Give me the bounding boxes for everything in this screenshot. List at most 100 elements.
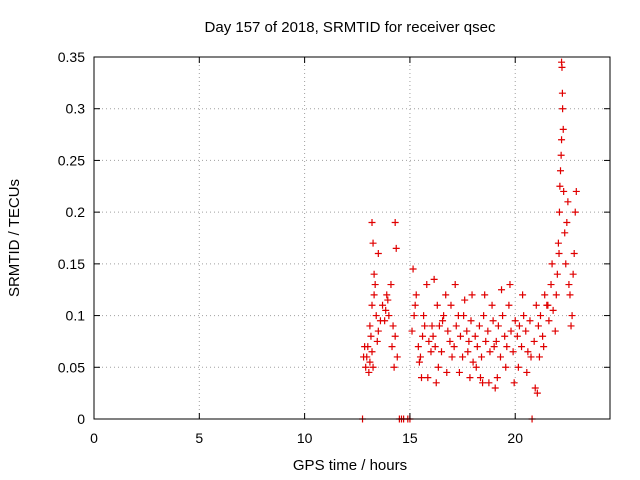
data-point bbox=[450, 343, 458, 351]
data-point bbox=[549, 306, 557, 314]
data-point bbox=[492, 337, 500, 345]
data-point bbox=[423, 281, 431, 289]
data-point bbox=[447, 301, 455, 309]
data-point bbox=[530, 337, 538, 345]
data-point bbox=[471, 332, 479, 340]
data-point bbox=[569, 270, 577, 278]
data-point bbox=[493, 374, 501, 382]
data-point bbox=[433, 301, 441, 309]
data-point bbox=[388, 343, 396, 351]
data-point bbox=[382, 306, 390, 314]
y-tick-label: 0.35 bbox=[58, 49, 85, 65]
data-point bbox=[420, 312, 428, 320]
data-point bbox=[424, 374, 432, 382]
data-point bbox=[531, 384, 539, 392]
data-point bbox=[419, 332, 427, 340]
data-point bbox=[385, 312, 393, 320]
data-point bbox=[494, 322, 502, 330]
data-point bbox=[439, 317, 447, 325]
data-point bbox=[473, 343, 481, 351]
x-tick-label: 20 bbox=[507, 430, 523, 446]
data-point bbox=[556, 182, 564, 190]
data-point bbox=[444, 327, 452, 335]
data-point bbox=[502, 363, 510, 371]
data-point bbox=[370, 291, 378, 299]
data-point bbox=[468, 291, 476, 299]
data-point bbox=[553, 270, 561, 278]
data-point bbox=[410, 312, 418, 320]
data-point bbox=[463, 327, 471, 335]
y-tick-label: 0.2 bbox=[66, 204, 86, 220]
data-point bbox=[475, 322, 483, 330]
data-point bbox=[408, 327, 416, 335]
data-point bbox=[373, 337, 381, 345]
data-point bbox=[387, 281, 395, 289]
data-point bbox=[541, 291, 549, 299]
data-point bbox=[486, 348, 494, 356]
chart-title: Day 157 of 2018, SRMTID for receiver qse… bbox=[205, 19, 496, 36]
data-point bbox=[514, 363, 522, 371]
plot-frame bbox=[93, 56, 611, 420]
data-point bbox=[509, 348, 517, 356]
data-point bbox=[428, 322, 436, 330]
data-point bbox=[496, 353, 504, 361]
data-point bbox=[476, 374, 484, 382]
data-point bbox=[366, 358, 374, 366]
data-point bbox=[431, 343, 439, 351]
data-point bbox=[568, 312, 576, 320]
data-point bbox=[466, 374, 474, 382]
data-point bbox=[482, 337, 490, 345]
data-point bbox=[472, 363, 480, 371]
data-point bbox=[564, 198, 572, 206]
data-point bbox=[374, 250, 382, 258]
data-point bbox=[488, 301, 496, 309]
x-tick-label: 5 bbox=[195, 430, 203, 446]
data-point bbox=[440, 312, 448, 320]
data-point bbox=[510, 379, 518, 387]
data-point bbox=[534, 322, 542, 330]
y-tick-label: 0.15 bbox=[58, 256, 85, 272]
data-point bbox=[480, 312, 488, 320]
grid-lines bbox=[94, 57, 610, 419]
data-point bbox=[368, 301, 376, 309]
data-point bbox=[442, 291, 450, 299]
data-point bbox=[448, 353, 456, 361]
data-point bbox=[372, 312, 380, 320]
x-tick-label: 15 bbox=[402, 430, 418, 446]
data-point bbox=[371, 281, 379, 289]
data-point bbox=[446, 337, 454, 345]
data-point bbox=[429, 332, 437, 340]
data-point bbox=[481, 291, 489, 299]
data-point bbox=[544, 301, 552, 309]
data-point bbox=[421, 322, 429, 330]
data-point bbox=[418, 374, 426, 382]
data-point bbox=[557, 167, 565, 175]
data-point bbox=[464, 348, 472, 356]
data-point bbox=[558, 63, 566, 71]
data-point bbox=[545, 317, 553, 325]
data-point bbox=[409, 265, 417, 273]
data-point bbox=[520, 312, 528, 320]
data-point bbox=[491, 384, 499, 392]
data-point bbox=[558, 136, 566, 144]
data-point bbox=[430, 275, 438, 283]
y-tick-label: 0.05 bbox=[58, 359, 85, 375]
data-points bbox=[359, 58, 580, 423]
data-point bbox=[558, 89, 566, 97]
y-tick-label: 0 bbox=[77, 411, 85, 427]
data-point bbox=[489, 317, 497, 325]
data-point bbox=[536, 312, 544, 320]
data-point bbox=[389, 322, 397, 330]
data-point bbox=[505, 301, 513, 309]
data-point bbox=[366, 322, 374, 330]
data-point bbox=[412, 291, 420, 299]
data-point bbox=[452, 322, 460, 330]
data-point bbox=[456, 332, 464, 340]
data-point bbox=[369, 363, 377, 371]
data-point bbox=[555, 208, 563, 216]
data-point bbox=[434, 363, 442, 371]
data-point bbox=[374, 327, 382, 335]
data-point bbox=[392, 244, 400, 252]
data-point bbox=[390, 363, 398, 371]
